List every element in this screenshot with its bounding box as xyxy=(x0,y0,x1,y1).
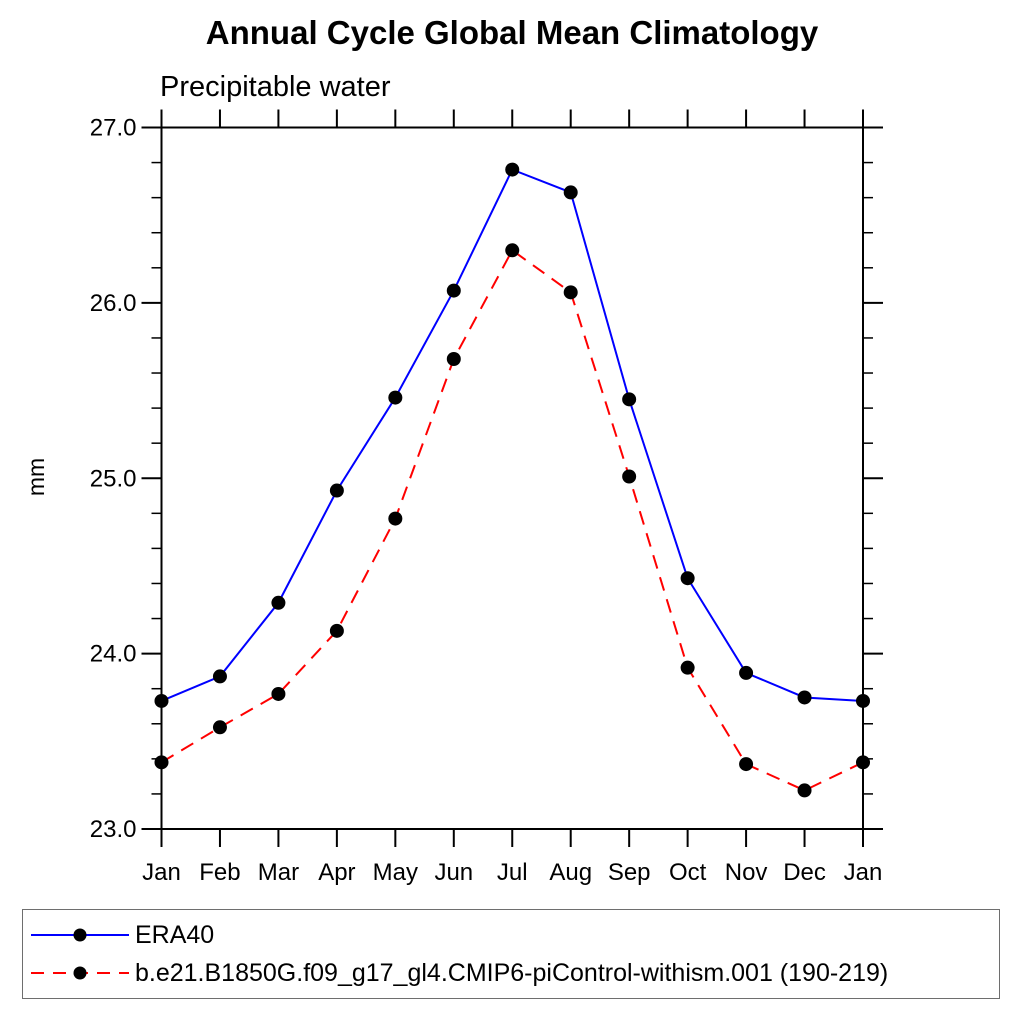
data-point-marker-s1 xyxy=(680,660,695,675)
data-point-marker-s1 xyxy=(154,755,169,770)
y-tick-label: 24.0 xyxy=(90,641,137,668)
x-tick-label: May xyxy=(373,859,418,886)
legend-row-era40: ERA40 xyxy=(28,920,999,949)
data-point-marker-s1 xyxy=(329,623,344,638)
data-point-marker-s0 xyxy=(622,392,637,407)
data-point-marker-s1 xyxy=(212,720,227,735)
data-point-marker-s0 xyxy=(505,162,520,177)
data-point-marker-s0 xyxy=(739,665,754,680)
legend-marker-dot xyxy=(73,966,87,980)
chart-title: Annual Cycle Global Mean Climatology xyxy=(205,14,819,51)
data-point-marker-s0 xyxy=(797,690,812,705)
legend-label-model: b.e21.B1850G.f09_g17_gl4.CMIP6-piControl… xyxy=(135,958,889,987)
plot-frame xyxy=(160,126,864,830)
data-point-marker-s0 xyxy=(446,283,461,298)
y-axis-title: mm xyxy=(23,458,49,496)
data-point-marker-s0 xyxy=(856,693,870,708)
x-tick-label: Aug xyxy=(549,859,592,886)
legend-label-era40: ERA40 xyxy=(135,920,215,949)
data-point-marker-s0 xyxy=(212,669,227,684)
x-tick-label: Apr xyxy=(318,859,355,886)
legend-marker-dot xyxy=(73,928,87,942)
x-tick-label: Oct xyxy=(669,859,707,886)
data-point-marker-s0 xyxy=(271,595,286,610)
data-point-marker-s1 xyxy=(856,755,870,770)
x-tick-label: Nov xyxy=(725,859,768,886)
x-tick-label: Mar xyxy=(258,859,299,886)
data-point-marker-s0 xyxy=(563,185,578,200)
x-tick-label: Sep xyxy=(608,859,651,886)
data-point-marker-s0 xyxy=(680,571,695,586)
data-point-marker-s1 xyxy=(739,757,754,772)
x-tick-label: Dec xyxy=(783,859,826,886)
y-tick-label: 26.0 xyxy=(90,290,137,317)
data-point-marker-s1 xyxy=(505,243,520,258)
data-point-marker-s1 xyxy=(388,511,403,526)
series-line-1 xyxy=(160,248,864,792)
data-point-marker-s0 xyxy=(154,693,169,708)
y-tick-label: 27.0 xyxy=(90,115,137,142)
data-point-marker-s1 xyxy=(563,285,578,300)
y-tick-label: 23.0 xyxy=(90,816,137,843)
data-point-marker-s1 xyxy=(797,783,812,798)
data-point-marker-s1 xyxy=(446,351,461,366)
x-tick-label: Jan xyxy=(844,859,883,886)
legend-box: ERA40 b.e21.B1850G.f09_g17_gl4.CMIP6-piC… xyxy=(22,909,1000,999)
legend-sample-solid-line-icon xyxy=(31,928,129,942)
x-tick-label: Jan xyxy=(142,859,181,886)
x-tick-label: Feb xyxy=(199,859,240,886)
x-tick-label: Jun xyxy=(434,859,473,886)
data-point-marker-s0 xyxy=(329,483,344,498)
x-tick-label: Jul xyxy=(497,859,528,886)
y-tick-label: 25.0 xyxy=(90,465,137,492)
data-point-marker-s0 xyxy=(388,390,403,405)
legend-row-model: b.e21.B1850G.f09_g17_gl4.CMIP6-piControl… xyxy=(28,958,999,987)
chart-subtitle: Precipitable water xyxy=(160,71,391,103)
data-point-marker-s1 xyxy=(271,686,286,701)
data-point-marker-s1 xyxy=(622,469,637,484)
legend-sample-dashed-line-icon xyxy=(31,966,129,980)
